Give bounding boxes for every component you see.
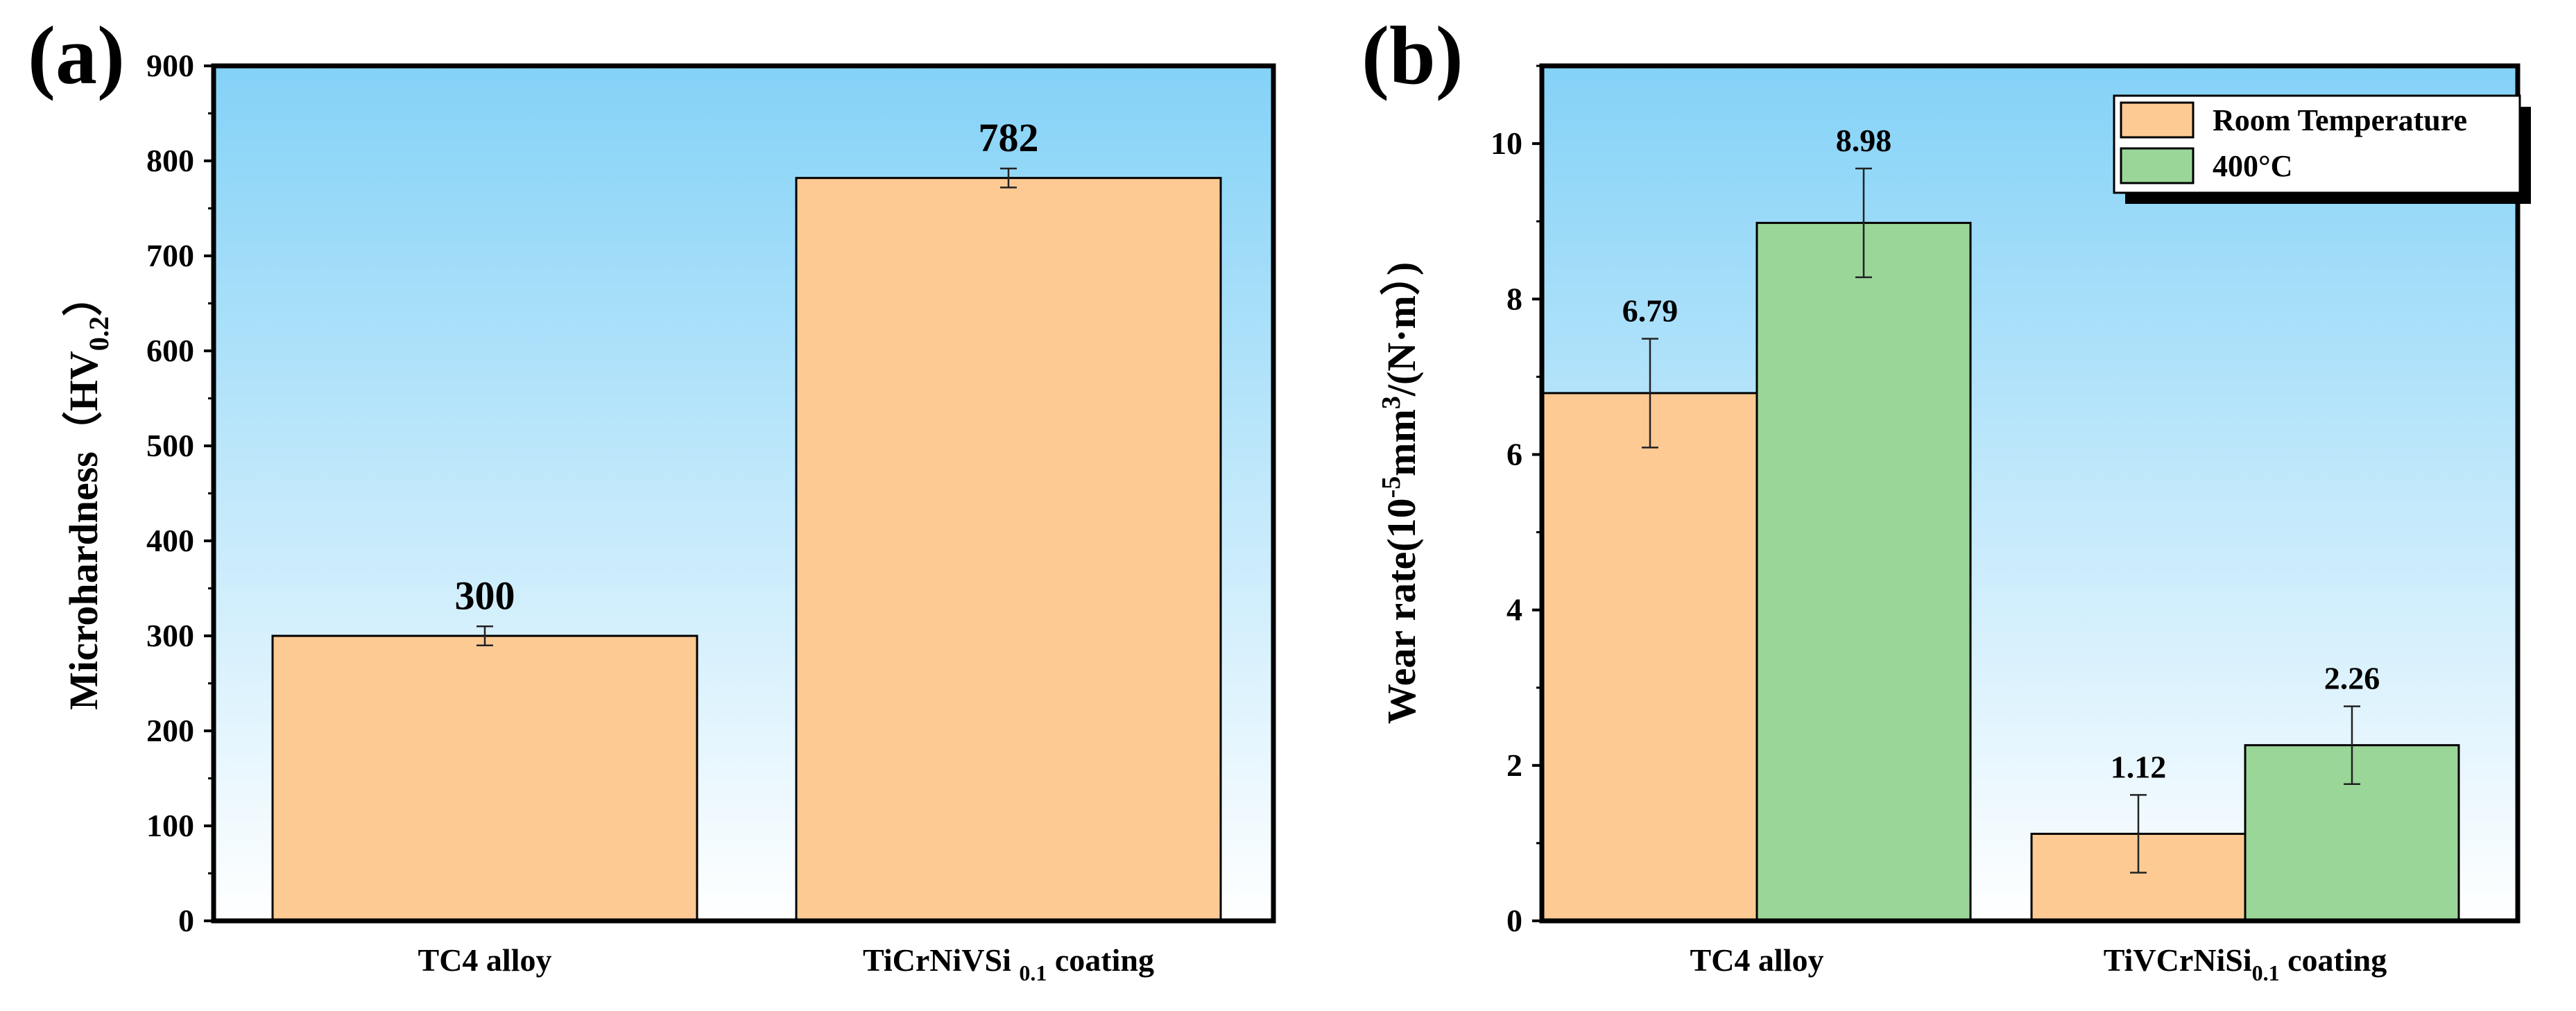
bar-value-label: 782	[979, 115, 1039, 160]
y-tick-label: 4	[1506, 592, 1522, 628]
y-axis-title: Microhardness（HV0.2）	[61, 276, 114, 710]
bar-value-label: 300	[455, 573, 515, 618]
y-tick-label: 800	[146, 143, 194, 178]
legend-swatch	[2120, 147, 2195, 184]
y-tick-label: 8	[1506, 281, 1522, 316]
y-axis-title: Wear rate(10-5mm3/(N·m）)	[1377, 262, 1424, 724]
bar-1-1	[271, 634, 698, 922]
bar-value-label: 1.12	[2111, 749, 2167, 784]
y-tick-label: 100	[146, 808, 194, 843]
x-category-label: TC4 alloy	[1690, 942, 1824, 978]
y-tick-label: 400	[146, 523, 194, 558]
plot-frame	[1539, 63, 2521, 924]
y-tick-label: 2	[1506, 748, 1522, 783]
bar-1-1	[1542, 392, 1758, 922]
y-tick-label: 600	[146, 333, 194, 368]
chart-panel-b: (b) 0 2 4 6 8 10 6.79 1.12 8.98 2.26 TC4 alloy TiVCr…	[1362, 9, 2531, 985]
legend-label: Room Temperature	[2213, 103, 2467, 137]
panel-label: (b)	[1362, 9, 1463, 101]
bar-2-1	[1755, 221, 1972, 922]
x-category-label: TC4 alloy	[418, 942, 552, 978]
legend-label: 400°C	[2213, 149, 2292, 183]
bar-value-label: 2.26	[2324, 661, 2380, 696]
plot-frame	[211, 63, 1276, 924]
x-category-label: TiVCrNiSi0.1 coating	[2104, 942, 2387, 985]
y-tick-label: 900	[146, 48, 194, 83]
legend: Room Temperature 400°C	[2113, 94, 2531, 204]
legend-swatch	[2120, 101, 2195, 139]
y-tick-label: 0	[1506, 903, 1522, 938]
y-tick-label: 500	[146, 428, 194, 463]
bar-value-label: 6.79	[1622, 293, 1678, 328]
bar-1-2	[795, 177, 1222, 922]
bar-value-label: 8.98	[1836, 123, 1892, 158]
x-category-label: TiCrNiVSi 0.1 coating	[863, 942, 1154, 985]
y-tick-label: 700	[146, 238, 194, 273]
y-tick-label: 0	[178, 903, 194, 938]
y-tick-label: 300	[146, 618, 194, 653]
y-tick-label: 10	[1491, 126, 1522, 161]
panel-label: (a)	[28, 9, 125, 101]
y-tick-label: 200	[146, 713, 194, 748]
chart-panel-a: (a) 0 100 200 300 400 500 600 700 800 900 300 782 TC4…	[28, 9, 1276, 985]
y-tick-label: 6	[1506, 436, 1522, 472]
